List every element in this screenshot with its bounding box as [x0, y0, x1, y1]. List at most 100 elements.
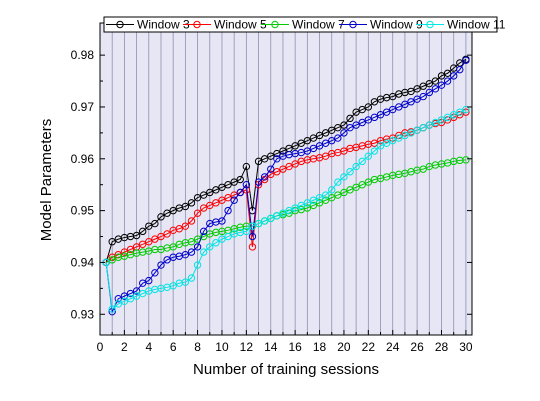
data-point: [138, 240, 147, 249]
data-point: [193, 261, 202, 269]
legend-marker: [271, 20, 279, 29]
data-point: [334, 191, 342, 199]
data-point: [328, 126, 336, 134]
data-point: [443, 69, 452, 77]
data-point: [218, 217, 226, 225]
data-point: [230, 196, 238, 204]
data-point: [321, 139, 330, 147]
data-point: [303, 204, 312, 212]
data-point: [346, 168, 354, 176]
data-point: [462, 56, 470, 65]
data-point: [224, 206, 232, 215]
data-point: [352, 121, 360, 129]
data-point: [157, 213, 165, 221]
y-tick-label: 0.95: [71, 204, 95, 218]
data-point: [230, 178, 238, 186]
data-point: [199, 248, 208, 256]
data-point: [224, 193, 232, 202]
data-point: [303, 199, 312, 207]
data-point: [181, 278, 190, 286]
data-point: [267, 214, 275, 223]
data-point: [126, 289, 135, 298]
series-5: [102, 105, 470, 313]
data-point: [267, 170, 275, 179]
data-point: [437, 116, 446, 124]
x-axis-title: Number of training sessions: [193, 361, 379, 378]
data-point: [401, 100, 409, 109]
x-tick-label: 6: [170, 340, 177, 354]
x-tick-label: 22: [362, 340, 376, 354]
data-point: [315, 131, 324, 140]
data-point: [431, 85, 440, 93]
data-point: [462, 105, 470, 114]
data-point: [364, 116, 373, 124]
series-1: [102, 55, 470, 267]
data-point: [206, 243, 214, 251]
data-point: [389, 105, 397, 114]
data-point: [334, 123, 342, 132]
data-point: [340, 147, 348, 155]
data-point: [254, 219, 263, 228]
data-point: [291, 142, 299, 150]
data-point: [413, 85, 421, 93]
data-point: [267, 152, 275, 160]
data-point: [297, 201, 305, 210]
data-point: [138, 289, 147, 298]
data-point: [181, 250, 190, 259]
data-point: [315, 142, 324, 150]
data-point: [413, 126, 421, 134]
data-point: [236, 175, 244, 184]
x-tick-label: 28: [435, 340, 449, 354]
legend-marker: [349, 20, 357, 29]
data-point: [108, 238, 116, 246]
data-point: [303, 136, 312, 145]
data-point: [437, 72, 446, 80]
legend: Window 3 Window 5 Window 7 Window 9 Window 1…: [103, 16, 506, 33]
data-point: [242, 162, 251, 171]
series-4: [102, 56, 470, 316]
data-point: [169, 282, 177, 290]
data-point: [376, 111, 385, 119]
x-tick-label: 2: [121, 340, 128, 354]
data-point: [132, 231, 141, 240]
data-point: [395, 134, 403, 142]
data-point: [340, 188, 348, 197]
data-point: [352, 183, 360, 191]
data-point: [163, 256, 171, 264]
data-point: [395, 103, 403, 111]
data-point: [126, 245, 135, 254]
data-point: [248, 243, 257, 251]
data-point: [181, 222, 190, 230]
x-tick-label: 12: [240, 340, 254, 354]
data-point: [437, 81, 446, 89]
data-point: [303, 147, 312, 155]
data-point: [120, 297, 129, 306]
data-point: [187, 248, 196, 256]
legend-box: [103, 16, 498, 33]
data-point: [297, 139, 305, 147]
legend-marker: [116, 20, 124, 29]
data-point: [163, 209, 171, 217]
data-point: [120, 248, 129, 256]
data-point: [425, 121, 434, 129]
data-point: [364, 103, 373, 111]
data-point: [187, 274, 196, 282]
data-point: [328, 186, 336, 194]
data-point: [254, 178, 263, 186]
data-point: [401, 131, 409, 140]
data-point: [358, 105, 366, 114]
data-point: [309, 134, 318, 142]
series-layer: [102, 55, 470, 316]
data-point: [443, 77, 452, 85]
x-tick-label: 16: [288, 340, 302, 354]
data-point: [315, 193, 324, 202]
data-point: [358, 157, 366, 166]
data-point: [346, 123, 354, 132]
data-point: [199, 191, 208, 199]
data-point: [151, 269, 159, 277]
data-point: [157, 261, 165, 269]
data-point: [352, 108, 360, 116]
data-point: [443, 113, 452, 122]
data-point: [224, 181, 232, 189]
data-point: [382, 139, 391, 147]
